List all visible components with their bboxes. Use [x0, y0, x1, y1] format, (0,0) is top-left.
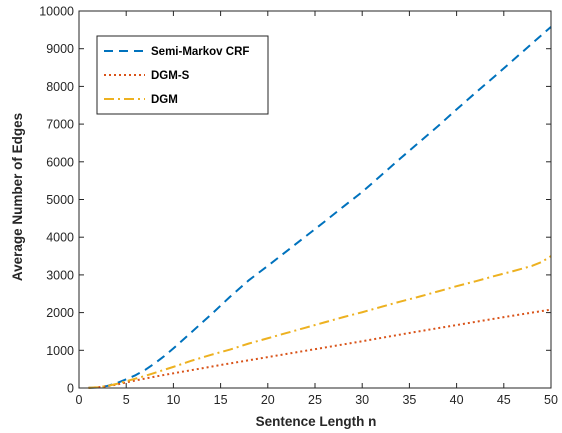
- x-tick-label: 0: [76, 393, 83, 407]
- x-tick-label: 25: [308, 393, 322, 407]
- x-tick-label: 30: [355, 393, 369, 407]
- y-axis-label: Average Number of Edges: [10, 113, 25, 281]
- x-tick-label: 20: [261, 393, 275, 407]
- x-axis-label: Sentence Length n: [256, 414, 377, 429]
- y-tick-label: 5000: [46, 193, 74, 207]
- y-tick-label: 10000: [39, 5, 74, 19]
- y-tick-label: 4000: [46, 231, 74, 245]
- legend-label-1: Semi-Markov CRF: [151, 46, 249, 58]
- series-line-3: [88, 255, 552, 389]
- x-tick-label: 45: [497, 393, 511, 407]
- y-tick-label: 9000: [46, 42, 74, 56]
- ticks: 0 5 10 15 20 25 30 35 40 45 50 0 1000 2000 3000 4000 500…: [39, 5, 558, 408]
- x-tick-label: 15: [214, 393, 228, 407]
- series-line-1: [88, 26, 552, 389]
- series-line-2: [88, 308, 552, 389]
- series-layer: [88, 26, 552, 389]
- x-tick-label: 35: [402, 393, 416, 407]
- x-tick-label: 10: [166, 393, 180, 407]
- y-tick-label: 8000: [46, 80, 74, 94]
- y-tick-label: 1000: [46, 344, 74, 358]
- y-tick-label: 6000: [46, 155, 74, 169]
- y-tick-label: 7000: [46, 118, 74, 132]
- x-tick-label: 5: [123, 393, 130, 407]
- legend-label-3: DGM: [151, 94, 178, 106]
- y-tick-label: 2000: [46, 306, 74, 320]
- y-tick-label: 0: [67, 382, 74, 396]
- legend: Semi-Markov CRF DGM-S DGM: [96, 35, 269, 115]
- y-tick-label: 3000: [46, 268, 74, 282]
- x-tick-label: 40: [450, 393, 464, 407]
- x-tick-label: 50: [544, 393, 558, 407]
- legend-label-2: DGM-S: [151, 70, 190, 82]
